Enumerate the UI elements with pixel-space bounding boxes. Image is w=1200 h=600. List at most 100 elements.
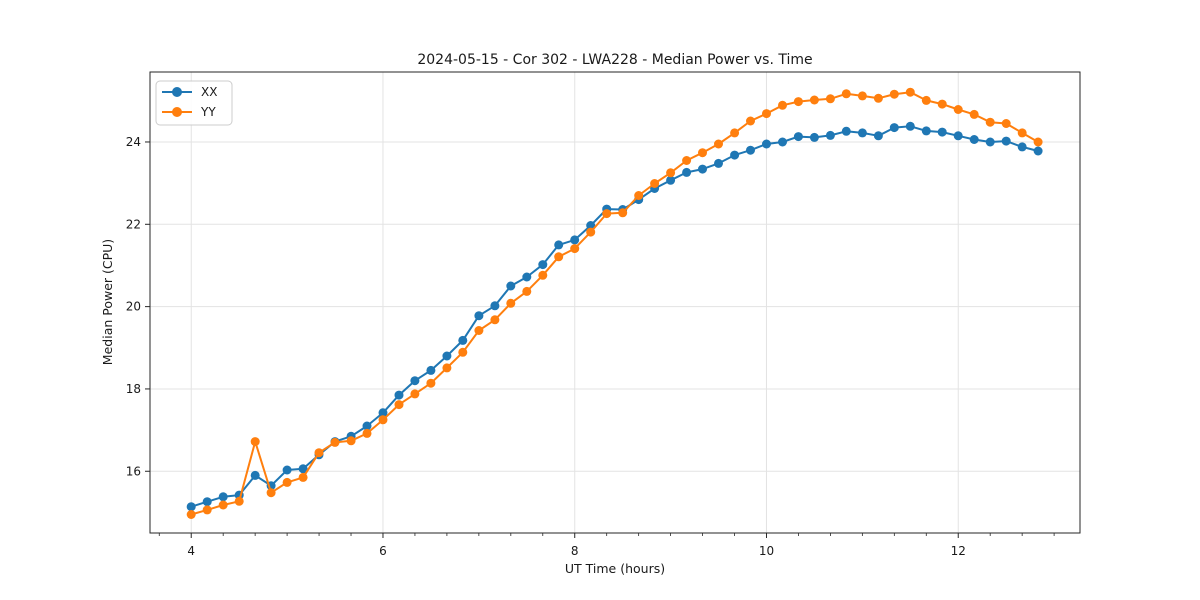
series-xx-point [841,126,851,136]
series-yy-point [570,244,580,254]
series-yy-point [746,116,755,126]
series-xx-point [1033,146,1043,156]
series-xx-point [762,139,771,149]
series-yy-point [634,191,644,200]
y-axis-label: Median Power (CPU) [100,239,115,365]
series-yy-point [905,87,915,97]
series-yy-point [937,99,947,109]
series-xx-point [586,221,596,230]
series-yy-point [186,510,196,519]
series-xx-point [554,240,564,250]
series-xx-point [969,135,979,144]
series-xx-point [490,301,500,311]
series-xx-point [905,121,915,131]
series-xx-point [666,175,676,185]
x-tick-label: 4 [187,544,195,558]
series-xx-point [730,150,740,160]
series-yy-point [714,139,723,149]
series-yy-point [522,286,532,296]
series-yy-point [730,128,740,138]
series-yy-point [410,389,420,399]
series-xx-point [857,128,867,138]
series-yy-point [841,89,851,99]
y-tick-label: 24 [126,135,141,149]
series-xx-point [298,464,308,474]
series-xx-point [953,131,963,141]
series-xx-point [250,470,260,480]
series-yy-point [666,168,676,178]
series-yy-point [218,500,228,510]
x-axis-label: UT Time (hours) [565,561,665,576]
legend-marker-xx [172,87,182,97]
series-yy-point [889,89,899,99]
series-yy-point [426,378,436,388]
series-yy-point [953,105,963,114]
series-yy-point [330,437,340,447]
series-yy-point [506,298,516,308]
series-yy-point [762,109,771,119]
series-yy-point [538,270,548,280]
series-xx-point [873,131,883,141]
legend-box [155,80,233,126]
series-xx-point [538,260,548,270]
series-yy-point [969,109,979,119]
series-yy-point [698,148,707,158]
series-yy-point [282,477,292,487]
series-yy-point [618,208,628,218]
series-xx-point [778,137,787,147]
series-xx-point [282,465,292,475]
series-yy-point [474,326,484,335]
y-tick-label: 18 [126,382,141,396]
x-tick-label: 8 [571,544,579,558]
series-yy-point [1033,137,1043,147]
series-xx-point [410,376,420,386]
series-yy-point [250,437,260,447]
series-yy-point [778,100,787,110]
plot-border [149,71,1081,534]
x-tick-label: 12 [951,544,966,558]
series-xx-point [570,235,580,245]
x-tick-label: 10 [759,544,774,558]
series-xx-point [522,272,532,282]
series-yy-point [458,347,468,357]
series-yy-point [378,415,388,425]
series-xx-point [378,408,388,418]
y-tick-label: 20 [126,300,141,314]
series-xx-point [458,335,468,345]
series-xx-point [809,132,819,142]
series-xx-point [889,123,899,133]
series-yy-point [985,117,995,127]
series-xx-point [218,492,228,502]
series-yy-point [554,252,564,262]
series-yy-point [921,95,931,105]
series-xx-point [474,311,484,321]
series-xx-point [825,130,835,140]
series-yy-point [1017,128,1027,138]
series-yy-point [873,93,883,103]
series-yy-point [650,179,660,188]
legend: XX YY [155,80,233,126]
series-yy-point [362,428,372,438]
series-yy-point [857,91,867,101]
series-yy-point [234,496,244,506]
series-xx-point [186,502,196,512]
y-tick-label: 16 [126,464,141,478]
series-yy-point [442,363,452,373]
series-yy-point [793,97,803,107]
legend-label-yy: YY [200,105,216,119]
legend-marker-yy [172,107,182,117]
axis-ticks: 4 6 8 10 12 16 18 20 22 24 [126,135,1055,558]
series-xx-point [442,351,452,361]
series-xx-point [682,167,692,177]
series-xx-point [426,365,436,375]
legend-label-xx: XX [201,85,217,99]
series-xx-point [921,126,931,136]
series-xx-point [985,137,995,147]
grid-lines [150,72,1080,533]
y-tick-label: 22 [126,217,141,231]
series-yy-point [346,436,356,446]
series-xx-point [506,281,516,291]
series-yy-point [602,209,612,219]
chart-title: 2024-05-15 - Cor 302 - LWA228 - Median P… [417,52,812,68]
